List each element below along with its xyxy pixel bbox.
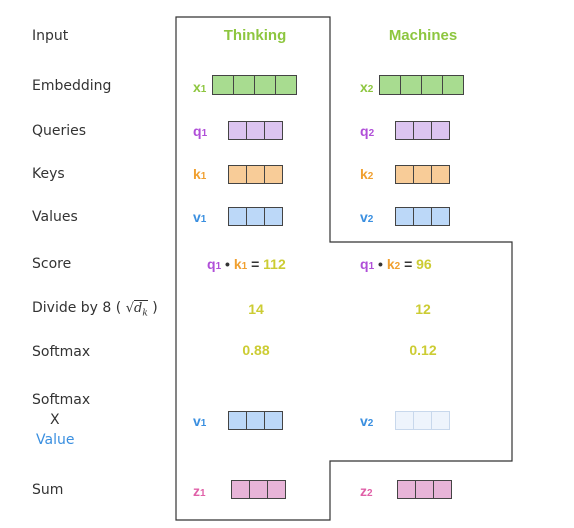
sqrt-symbol: √ <box>125 301 134 316</box>
output-vector-1 <box>231 480 286 499</box>
divided-value-1: 14 <box>248 301 264 317</box>
row-label-sum: Sum <box>32 482 64 498</box>
x2-label: x2 <box>360 79 374 95</box>
row-label-keys: Keys <box>32 166 65 182</box>
dk-term: dk <box>134 300 148 319</box>
k1-label: k1 <box>193 166 207 182</box>
row-label-softmax-x-value-3: Value <box>36 432 75 448</box>
row-label-softmax-x-value-1: Softmax <box>32 392 91 408</box>
query-vector-1 <box>228 121 283 140</box>
weighted-value-vector-2 <box>395 411 450 430</box>
divide-prefix: Divide by 8 ( <box>32 300 122 316</box>
k2-label: k2 <box>360 166 374 182</box>
divide-suffix: ) <box>152 300 158 316</box>
key-vector-1 <box>228 165 283 184</box>
score-value-1: 112 <box>263 256 286 272</box>
score-equation-2: q1 • k2 = 96 <box>360 256 432 272</box>
key-vector-2 <box>395 165 450 184</box>
row-label-softmax: Softmax <box>32 344 91 360</box>
q1-label: q1 <box>193 123 208 139</box>
weighted-value-vector-1 <box>228 411 283 430</box>
embedding-vector-1 <box>212 75 297 95</box>
value-vector-2 <box>395 207 450 226</box>
word-header-2: Machines <box>388 27 458 44</box>
value-vector-1 <box>228 207 283 226</box>
row-label-embedding: Embedding <box>32 78 112 94</box>
softmax-value-1: 0.88 <box>242 342 270 358</box>
row-label-softmax-x-value-2: X <box>50 412 60 428</box>
query-vector-2 <box>395 121 450 140</box>
row-label-values: Values <box>32 209 78 225</box>
row-label-input: Input <box>32 28 69 44</box>
v1-label: v1 <box>193 209 207 225</box>
weighted-v2-label: v2 <box>360 413 374 429</box>
row-label-queries: Queries <box>32 123 87 139</box>
z1-label: z1 <box>193 483 206 499</box>
row-label-divide: Divide by 8 ( √dk ) <box>32 300 158 319</box>
output-vector-2 <box>397 480 452 499</box>
score-value-2: 96 <box>416 256 432 272</box>
divided-value-2: 12 <box>415 301 431 317</box>
embedding-vector-2 <box>379 75 464 95</box>
softmax-value-2: 0.12 <box>409 342 437 358</box>
row-label-score: Score <box>32 256 72 272</box>
score-equation-1: q1 • k1 = 112 <box>207 256 286 272</box>
z2-label: z2 <box>360 483 373 499</box>
v2-label: v2 <box>360 209 374 225</box>
word-header-1: Thinking <box>223 27 287 44</box>
weighted-v1-label: v1 <box>193 413 207 429</box>
x1-label: x1 <box>193 79 207 95</box>
q2-label: q2 <box>360 123 375 139</box>
